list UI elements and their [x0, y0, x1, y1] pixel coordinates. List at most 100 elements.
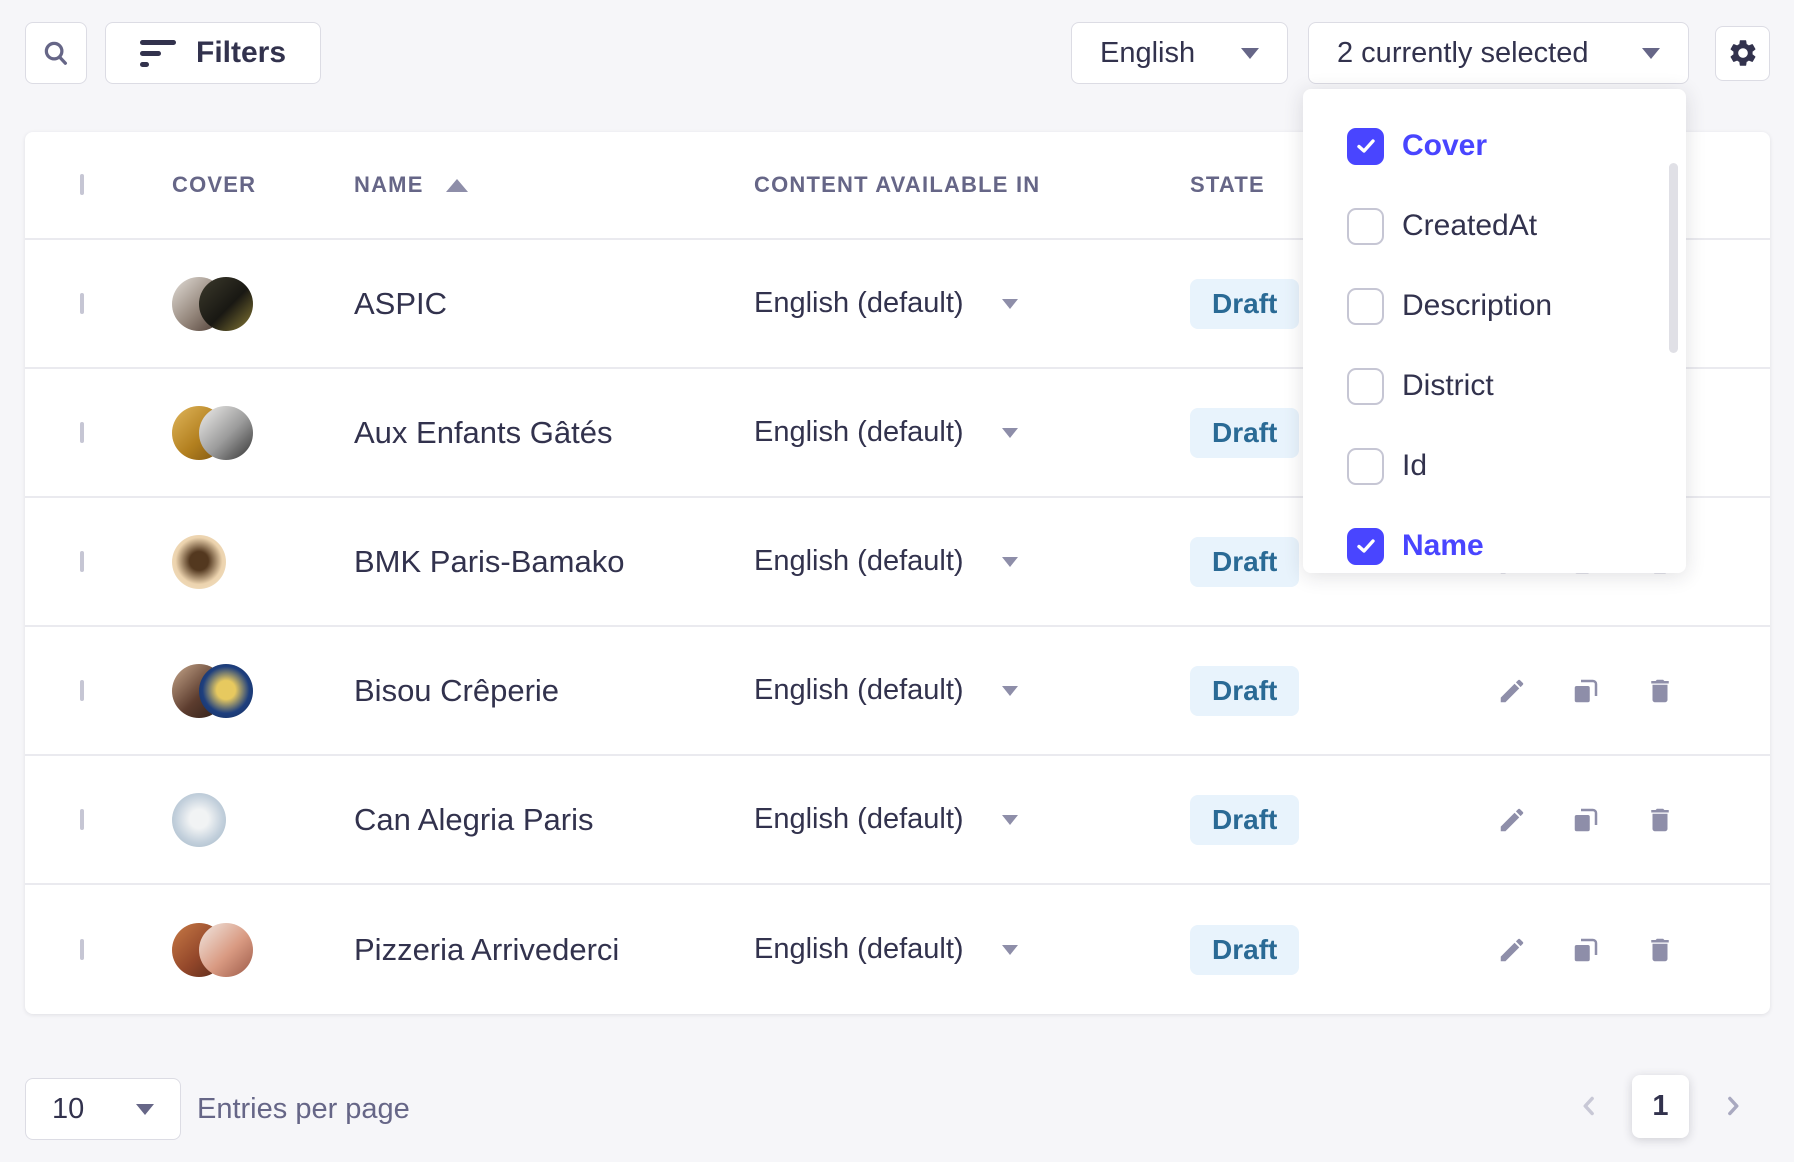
trash-icon — [1651, 938, 1669, 961]
row-checkbox[interactable] — [80, 550, 84, 572]
pencil-icon — [1500, 808, 1524, 831]
row-checkbox[interactable] — [80, 808, 84, 830]
duplicate-button[interactable] — [1571, 676, 1601, 706]
locale-cell[interactable]: English (default) — [754, 674, 1190, 707]
checkbox[interactable] — [1347, 127, 1384, 165]
chevron-down-icon — [1001, 944, 1018, 955]
field-option-description[interactable]: Description — [1303, 266, 1686, 346]
entries-per-page-label: Entries per page — [197, 1092, 410, 1125]
field-option-label: Name — [1402, 529, 1484, 562]
name-cell: Pizzeria Arrivederci — [354, 931, 620, 967]
status-badge: Draft — [1190, 794, 1300, 845]
header-name[interactable]: NAME — [354, 172, 754, 198]
previous-page-button[interactable] — [1572, 1075, 1606, 1137]
row-actions — [1497, 805, 1775, 835]
field-option-label: District — [1402, 369, 1494, 402]
header-state: STATE — [1190, 172, 1265, 197]
checkbox[interactable] — [1347, 207, 1384, 245]
table-row[interactable]: Pizzeria Arrivederci English (default) D… — [25, 885, 1770, 1014]
locale-cell[interactable]: English (default) — [754, 287, 1190, 320]
status-badge: Draft — [1190, 665, 1300, 716]
page-size-select[interactable]: 10 — [25, 1078, 181, 1140]
field-option-name[interactable]: Name — [1303, 506, 1686, 573]
table-row[interactable]: Can Alegria Paris English (default) Draf… — [25, 756, 1770, 885]
delete-button[interactable] — [1645, 676, 1675, 706]
duplicate-button[interactable] — [1571, 805, 1601, 835]
fields-select[interactable]: 2 currently selected — [1308, 22, 1689, 84]
scrollbar-thumb[interactable] — [1669, 163, 1678, 353]
locale-cell[interactable]: English (default) — [754, 416, 1190, 449]
pencil-icon — [1500, 679, 1524, 702]
cover-image — [199, 663, 253, 718]
cover-image — [172, 534, 226, 589]
trash-icon — [1651, 808, 1669, 831]
checkbox[interactable] — [1347, 367, 1384, 405]
locale-select[interactable]: English — [1071, 22, 1288, 84]
status-badge: Draft — [1190, 536, 1300, 587]
select-all-checkbox[interactable] — [80, 174, 84, 195]
edit-button[interactable] — [1497, 935, 1527, 965]
cover-cell — [172, 922, 354, 977]
row-checkbox[interactable] — [80, 421, 84, 443]
cover-cell — [172, 276, 354, 331]
fields-dropdown-panel: Cover CreatedAt Description District Id … — [1303, 89, 1686, 573]
chevron-down-icon — [1241, 47, 1259, 59]
checkbox[interactable] — [1347, 447, 1384, 485]
chevron-down-icon — [136, 1103, 154, 1115]
check-icon — [1356, 139, 1375, 153]
name-cell: BMK Paris-Bamako — [354, 543, 625, 579]
header-content-available-in: CONTENT AVAILABLE IN — [754, 172, 1041, 197]
search-icon — [41, 38, 71, 68]
cover-image — [199, 276, 253, 331]
row-checkbox[interactable] — [80, 679, 84, 701]
locale-cell[interactable]: English (default) — [754, 545, 1190, 578]
pencil-icon — [1500, 938, 1524, 961]
field-option-cover[interactable]: Cover — [1303, 106, 1686, 186]
checkbox[interactable] — [1347, 287, 1384, 325]
table-row[interactable]: Aux Enfants Gâtés English (default) Draf… — [25, 369, 1770, 498]
header-cover: COVER — [172, 172, 257, 197]
field-option-id[interactable]: Id — [1303, 426, 1686, 506]
edit-button[interactable] — [1497, 676, 1527, 706]
name-cell: Bisou Crêperie — [354, 672, 560, 708]
filters-button[interactable]: Filters — [105, 22, 322, 84]
name-cell: Aux Enfants Gâtés — [354, 414, 613, 450]
delete-button[interactable] — [1645, 805, 1675, 835]
duplicate-button[interactable] — [1571, 935, 1601, 965]
page-1-button[interactable]: 1 — [1632, 1075, 1689, 1138]
checkbox[interactable] — [1347, 527, 1384, 565]
field-option-district[interactable]: District — [1303, 346, 1686, 426]
locale-select-value: English — [1100, 36, 1196, 69]
edit-button[interactable] — [1497, 805, 1527, 835]
field-option-label: CreatedAt — [1402, 209, 1538, 242]
trash-icon — [1651, 679, 1669, 702]
gear-icon — [1727, 37, 1759, 69]
table-row[interactable]: Bisou Crêperie English (default) Draft — [25, 627, 1770, 756]
chevron-down-icon — [1001, 427, 1018, 438]
duplicate-icon — [1574, 808, 1598, 831]
chevron-right-icon — [1728, 1096, 1739, 1116]
fields-select-value: 2 currently selected — [1337, 36, 1589, 69]
table-header-row: COVER NAME CONTENT AVAILABLE IN STATE — [25, 132, 1770, 240]
filters-label: Filters — [196, 36, 287, 69]
cover-cell — [172, 534, 354, 589]
toolbar: Filters English 2 currently selected — [25, 22, 1770, 84]
chevron-down-icon — [1001, 685, 1018, 696]
row-checkbox[interactable] — [80, 938, 84, 960]
chevron-down-icon — [1001, 556, 1018, 567]
locale-cell[interactable]: English (default) — [754, 933, 1190, 966]
field-option-createdat[interactable]: CreatedAt — [1303, 186, 1686, 266]
locale-cell[interactable]: English (default) — [754, 803, 1190, 836]
settings-button[interactable] — [1715, 25, 1770, 81]
name-cell: ASPIC — [354, 285, 448, 321]
chevron-down-icon — [1642, 47, 1660, 59]
delete-button[interactable] — [1645, 935, 1675, 965]
row-checkbox[interactable] — [80, 292, 84, 314]
next-page-button[interactable] — [1716, 1075, 1750, 1137]
cover-cell — [172, 663, 354, 718]
chevron-down-icon — [1001, 814, 1018, 825]
cover-cell — [172, 792, 354, 847]
toolbar-right: English 2 currently selected — [1071, 22, 1770, 84]
search-button[interactable] — [25, 22, 87, 84]
chevron-left-icon — [1583, 1096, 1594, 1116]
